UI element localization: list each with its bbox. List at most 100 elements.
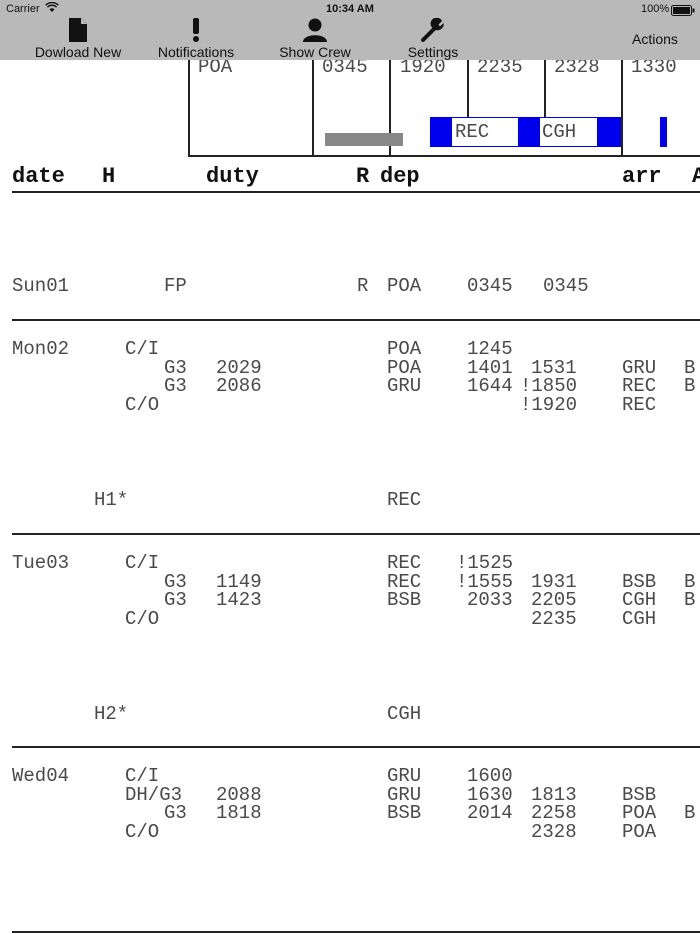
extra-col: B bbox=[684, 375, 696, 398]
arr-station: POA bbox=[622, 821, 657, 844]
hotel-location: CGH bbox=[387, 703, 422, 725]
duty-code: G3 bbox=[164, 570, 187, 593]
dep-time: !1555 bbox=[456, 570, 514, 593]
row-date: Wed04 bbox=[12, 765, 70, 787]
arr-station: BSB bbox=[622, 570, 657, 593]
show-crew-label: Show Crew bbox=[279, 44, 351, 60]
row-duty: FP bbox=[164, 275, 187, 297]
dep-station: GRU bbox=[387, 375, 422, 398]
extra-col: B bbox=[684, 589, 696, 612]
timeline-border-left bbox=[188, 60, 190, 157]
wrench-icon bbox=[420, 17, 446, 45]
row-date: Tue03 bbox=[12, 552, 70, 574]
status-bar: Carrier 10:34 AM 100% bbox=[0, 0, 700, 20]
dep-station: POA bbox=[387, 338, 422, 360]
day-divider bbox=[12, 319, 700, 321]
download-new-button[interactable]: Dowload New bbox=[28, 18, 128, 60]
duty-code: C/I bbox=[125, 765, 160, 787]
row-time: 0345 bbox=[467, 275, 513, 297]
timeline-divider bbox=[312, 60, 314, 157]
toolbar: Dowload New Notifications Show Crew Sett… bbox=[0, 17, 700, 60]
timeline-divider bbox=[467, 60, 469, 117]
col-h: H bbox=[102, 164, 116, 189]
timeline-divider bbox=[389, 60, 391, 157]
duty-code: DH/G3 bbox=[125, 783, 183, 806]
duty-code: G3 bbox=[164, 589, 187, 612]
arr-station: REC bbox=[622, 394, 657, 417]
dep-time: 1630 bbox=[467, 783, 513, 806]
settings-button[interactable]: Settings bbox=[383, 17, 483, 60]
timeline-divider bbox=[621, 60, 623, 157]
flight-block bbox=[518, 117, 540, 147]
arr-time: !1920 bbox=[520, 394, 578, 417]
row-date: Sun01 bbox=[12, 275, 70, 297]
clock: 10:34 AM bbox=[326, 3, 374, 15]
person-icon bbox=[302, 18, 328, 45]
timeline-station: POA bbox=[198, 56, 233, 78]
settings-label: Settings bbox=[407, 44, 459, 60]
arr-time: 1931 bbox=[531, 570, 577, 593]
dep-time: 1644 bbox=[467, 375, 513, 398]
duty-code: C/O bbox=[125, 394, 160, 417]
arr-time: 2205 bbox=[531, 589, 577, 612]
col-extra: A bbox=[692, 164, 700, 189]
dep-time: 1401 bbox=[467, 356, 513, 379]
col-date: date bbox=[12, 164, 65, 189]
flight-number: 1818 bbox=[216, 802, 262, 825]
duty-code: C/I bbox=[125, 338, 160, 360]
col-dep: dep bbox=[380, 164, 420, 189]
duty-code: G3 bbox=[164, 356, 187, 379]
timeline-time: 2328 bbox=[554, 56, 600, 78]
battery-percent: 100% bbox=[641, 3, 670, 15]
flight-number: 2088 bbox=[216, 783, 262, 806]
day-divider bbox=[12, 931, 700, 933]
timeline-border-bottom bbox=[188, 155, 700, 157]
timeline-time: 0345 bbox=[322, 56, 368, 78]
battery-icon bbox=[671, 5, 695, 19]
row-r: R bbox=[357, 275, 369, 297]
flight-block bbox=[660, 117, 667, 147]
dep-time: 2033 bbox=[467, 589, 513, 612]
carrier-label: Carrier bbox=[6, 3, 40, 15]
exclamation-icon bbox=[191, 18, 201, 45]
ground-block bbox=[540, 117, 597, 147]
dep-station: REC bbox=[387, 552, 422, 574]
col-r: R bbox=[356, 164, 370, 189]
col-duty: duty bbox=[206, 164, 259, 189]
arr-station: GRU bbox=[622, 356, 657, 379]
duty-bar bbox=[325, 133, 403, 146]
arr-time: 1813 bbox=[531, 783, 577, 806]
notifications-button[interactable]: Notifications bbox=[146, 18, 246, 60]
duty-code: C/O bbox=[125, 821, 160, 844]
dep-station: GRU bbox=[387, 765, 422, 787]
download-new-label: Dowload New bbox=[34, 44, 122, 60]
arr-station: CGH bbox=[622, 608, 657, 631]
header-divider bbox=[12, 191, 700, 193]
hotel-code: H2* bbox=[94, 703, 129, 725]
document-icon bbox=[67, 18, 89, 45]
leg-label: CGH bbox=[542, 121, 577, 143]
dep-station: REC bbox=[387, 570, 422, 593]
extra-col: B bbox=[684, 802, 696, 825]
duty-code: C/I bbox=[125, 552, 160, 574]
flight-number: 2086 bbox=[216, 375, 262, 398]
flight-block bbox=[430, 117, 452, 147]
show-crew-button[interactable]: Show Crew bbox=[265, 18, 365, 60]
dep-time: 1245 bbox=[467, 338, 513, 360]
flight-number: 2029 bbox=[216, 356, 262, 379]
arr-station: POA bbox=[622, 802, 657, 825]
dep-station: BSB bbox=[387, 589, 422, 612]
row-time: 0345 bbox=[543, 275, 589, 297]
col-arr: arr bbox=[622, 164, 662, 189]
day-divider bbox=[12, 746, 700, 748]
extra-col: B bbox=[684, 356, 696, 379]
flight-block bbox=[597, 117, 621, 147]
arr-time: 2328 bbox=[531, 821, 577, 844]
duty-code: G3 bbox=[164, 802, 187, 825]
day-divider bbox=[12, 533, 700, 535]
leg-label: REC bbox=[455, 121, 490, 143]
arr-time: 2235 bbox=[531, 608, 577, 631]
flight-number: 1149 bbox=[216, 570, 262, 593]
actions-button[interactable]: Actions bbox=[632, 31, 678, 47]
